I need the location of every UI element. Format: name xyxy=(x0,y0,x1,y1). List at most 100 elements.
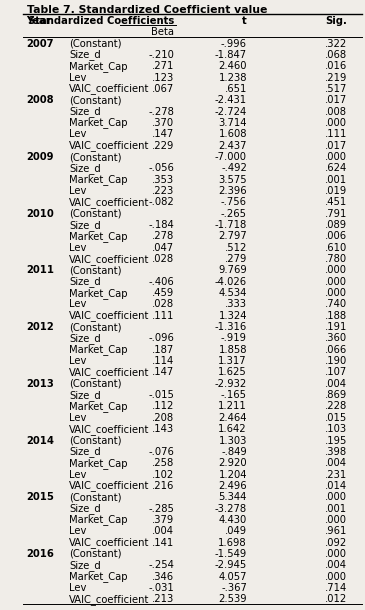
Text: -2.431: -2.431 xyxy=(215,95,247,106)
Text: Market_Cap: Market_Cap xyxy=(69,231,127,242)
Text: .333: .333 xyxy=(225,300,247,309)
Text: Lev: Lev xyxy=(69,356,86,366)
Text: (Constant): (Constant) xyxy=(69,549,122,559)
Text: .379: .379 xyxy=(152,515,174,525)
Text: .000: .000 xyxy=(325,515,347,525)
Text: 2.496: 2.496 xyxy=(218,481,247,491)
Text: Standardized Coefficients: Standardized Coefficients xyxy=(28,16,174,26)
Text: .049: .049 xyxy=(225,526,247,536)
Text: -.919: -.919 xyxy=(221,334,247,343)
Text: -.406: -.406 xyxy=(148,277,174,287)
Text: Market_Cap: Market_Cap xyxy=(69,401,127,412)
Text: -2.945: -2.945 xyxy=(215,560,247,570)
Text: VAIC_coefficient: VAIC_coefficient xyxy=(69,537,149,548)
Text: (Constant): (Constant) xyxy=(69,322,122,332)
Text: VAIC_coefficient: VAIC_coefficient xyxy=(69,84,149,95)
Text: .147: .147 xyxy=(152,129,174,139)
Text: -.056: -.056 xyxy=(148,163,174,173)
Text: 3.714: 3.714 xyxy=(218,118,247,128)
Text: .141: .141 xyxy=(152,537,174,548)
Text: Lev: Lev xyxy=(69,413,86,423)
Text: Lev: Lev xyxy=(69,583,86,593)
Text: (Constant): (Constant) xyxy=(69,152,122,162)
Text: .066: .066 xyxy=(325,345,347,355)
Text: .017: .017 xyxy=(325,141,347,151)
Text: Market_Cap: Market_Cap xyxy=(69,458,127,468)
Text: 1.608: 1.608 xyxy=(218,129,247,139)
Text: .187: .187 xyxy=(152,345,174,355)
Text: -.210: -.210 xyxy=(148,50,174,60)
Text: 4.430: 4.430 xyxy=(219,515,247,525)
Text: -1.718: -1.718 xyxy=(215,220,247,230)
Text: .398: .398 xyxy=(325,447,347,457)
Text: .258: .258 xyxy=(152,458,174,468)
Text: .651: .651 xyxy=(224,84,247,94)
Text: -.265: -.265 xyxy=(221,209,247,219)
Text: .610: .610 xyxy=(325,243,347,253)
Text: VAIC_coefficient: VAIC_coefficient xyxy=(69,367,149,378)
Text: 4.534: 4.534 xyxy=(219,288,247,298)
Text: 5.344: 5.344 xyxy=(219,492,247,502)
Text: .360: .360 xyxy=(325,334,347,343)
Text: 1.858: 1.858 xyxy=(218,345,247,355)
Text: .028: .028 xyxy=(152,300,174,309)
Text: Lev: Lev xyxy=(69,186,86,196)
Text: VAIC_coefficient: VAIC_coefficient xyxy=(69,310,149,321)
Text: -4.026: -4.026 xyxy=(215,277,247,287)
Text: .147: .147 xyxy=(152,367,174,378)
Text: -.285: -.285 xyxy=(148,504,174,514)
Text: .001: .001 xyxy=(325,504,347,514)
Text: VAIC_coefficient: VAIC_coefficient xyxy=(69,594,149,605)
Text: -.849: -.849 xyxy=(221,447,247,457)
Text: .000: .000 xyxy=(325,265,347,275)
Text: .191: .191 xyxy=(324,322,347,332)
Text: -.492: -.492 xyxy=(221,163,247,173)
Text: .000: .000 xyxy=(325,277,347,287)
Text: .190: .190 xyxy=(325,356,347,366)
Text: .000: .000 xyxy=(325,572,347,581)
Text: Size_d: Size_d xyxy=(69,390,101,401)
Text: .067: .067 xyxy=(152,84,174,94)
Text: 2015: 2015 xyxy=(27,492,54,502)
Text: (Constant): (Constant) xyxy=(69,209,122,219)
Text: .271: .271 xyxy=(152,61,174,71)
Text: .000: .000 xyxy=(325,152,347,162)
Text: .102: .102 xyxy=(152,470,174,479)
Text: .004: .004 xyxy=(325,560,347,570)
Text: -.076: -.076 xyxy=(148,447,174,457)
Text: 1.211: 1.211 xyxy=(218,401,247,412)
Text: Lev: Lev xyxy=(69,243,86,253)
Text: .068: .068 xyxy=(325,50,347,60)
Text: .015: .015 xyxy=(325,413,347,423)
Text: -1.549: -1.549 xyxy=(215,549,247,559)
Text: .103: .103 xyxy=(325,424,347,434)
Text: .346: .346 xyxy=(152,572,174,581)
Text: 4.057: 4.057 xyxy=(218,572,247,581)
Text: Size_d: Size_d xyxy=(69,220,101,231)
Text: Lev: Lev xyxy=(69,470,86,479)
Text: .228: .228 xyxy=(325,401,347,412)
Text: Market_Cap: Market_Cap xyxy=(69,174,127,185)
Text: .004: .004 xyxy=(152,526,174,536)
Text: (Constant): (Constant) xyxy=(69,265,122,275)
Text: (Constant): (Constant) xyxy=(69,38,122,49)
Text: VAIC_coefficient: VAIC_coefficient xyxy=(69,140,149,151)
Text: -2.932: -2.932 xyxy=(215,379,247,389)
Text: Market_Cap: Market_Cap xyxy=(69,344,127,355)
Text: .008: .008 xyxy=(325,107,347,117)
Text: .780: .780 xyxy=(325,254,347,264)
Text: -.031: -.031 xyxy=(148,583,174,593)
Text: .213: .213 xyxy=(152,594,174,605)
Text: Market_Cap: Market_Cap xyxy=(69,571,127,582)
Text: .111: .111 xyxy=(152,310,174,321)
Text: .459: .459 xyxy=(152,288,174,298)
Text: Beta: Beta xyxy=(151,27,174,37)
Text: .353: .353 xyxy=(152,174,174,185)
Text: Market_Cap: Market_Cap xyxy=(69,118,127,129)
Text: .208: .208 xyxy=(152,413,174,423)
Text: 2014: 2014 xyxy=(27,436,54,445)
Text: .370: .370 xyxy=(152,118,174,128)
Text: 1.317: 1.317 xyxy=(218,356,247,366)
Text: .000: .000 xyxy=(325,549,347,559)
Text: .004: .004 xyxy=(325,458,347,468)
